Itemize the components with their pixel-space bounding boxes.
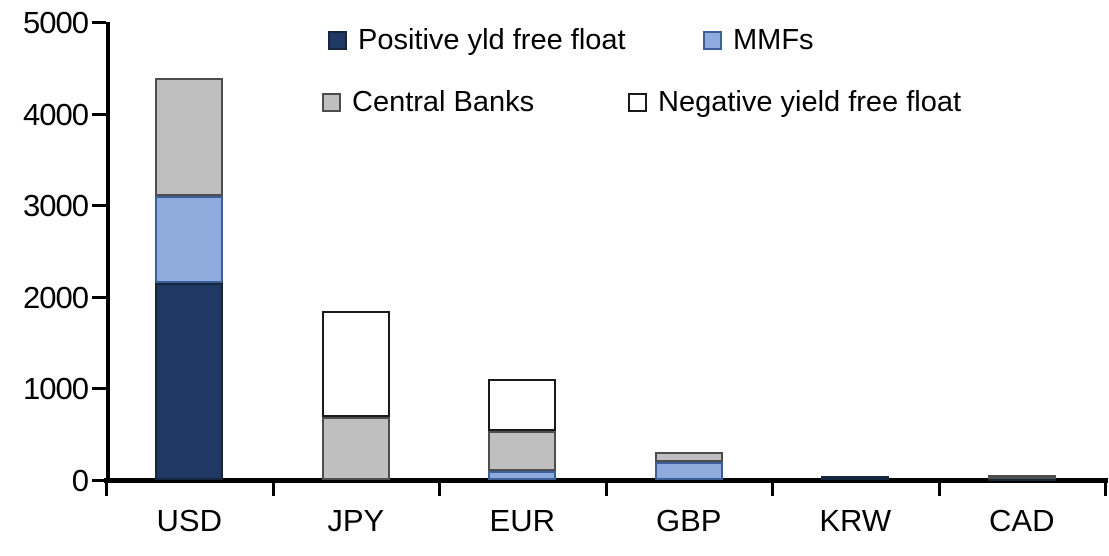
bar-segment-usd-positive-yld-free-float <box>155 283 224 480</box>
category-label-eur: EUR <box>489 503 555 538</box>
y-axis-tick <box>92 112 106 116</box>
legend-swatch-negative-icon <box>628 92 647 112</box>
y-axis-tick-label: 0 <box>71 463 89 498</box>
legend-item-central-banks: Central Banks <box>322 85 535 118</box>
category-label-cad: CAD <box>989 503 1055 538</box>
bar-segment-usd-mmfs <box>155 196 224 284</box>
bar-segment-cad-central-banks <box>987 474 1056 479</box>
bar-segment-usd-central-banks <box>155 77 224 197</box>
bar-segment-gbp-central-banks <box>654 451 723 462</box>
y-axis-tick <box>92 204 106 208</box>
x-axis-tick <box>771 478 774 496</box>
legend-item-mmfs: MMFs <box>703 23 814 56</box>
bar-segment-krw-positive-yld-free-float <box>821 476 890 481</box>
legend-label: Central Banks <box>352 85 535 118</box>
legend-label: MMFs <box>733 23 814 56</box>
x-axis-tick <box>937 478 941 496</box>
bar-segment-eur-central-banks <box>488 431 557 471</box>
category-label-krw: KRW <box>819 503 892 538</box>
bar-segment-jpy-negative-yield-free-float <box>321 311 390 417</box>
x-axis-tick <box>271 478 275 496</box>
legend-item-negative-yield-free-float: Negative yield free float <box>628 85 962 118</box>
y-axis-tick-label: 1000 <box>23 371 89 407</box>
y-axis-tick <box>92 387 106 391</box>
x-axis-tick <box>438 478 441 496</box>
legend-label: Negative yield free float <box>658 85 962 118</box>
bar-segment-eur-mmfs <box>488 470 557 480</box>
x-axis-tick <box>1104 478 1107 496</box>
y-axis-tick-label: 5000 <box>23 5 89 40</box>
category-label-gbp: GBP <box>656 503 722 538</box>
bar-segment-gbp-mmfs <box>654 461 723 480</box>
legend-item-positive-yld-free-float: Positive yld free float <box>328 23 626 56</box>
category-label-usd: USD <box>156 503 222 538</box>
x-axis-tick <box>105 478 108 496</box>
y-axis-tick-label: 4000 <box>23 96 89 132</box>
category-label-jpy: JPY <box>327 503 385 538</box>
y-axis-tick-label: 3000 <box>23 188 89 224</box>
legend-swatch-central-banks-icon <box>322 92 341 112</box>
y-axis-tick <box>92 295 106 299</box>
bar-segment-eur-negative-yield-free-float <box>488 379 557 432</box>
y-axis-tick <box>92 479 106 482</box>
y-axis-tick-label: 2000 <box>23 279 89 315</box>
legend-swatch-mmfs-icon <box>703 30 722 50</box>
y-axis-tick <box>92 21 106 24</box>
bar-segment-jpy-central-banks <box>321 416 390 480</box>
legend-label: Positive yld free float <box>358 23 626 56</box>
legend-swatch-positive-icon <box>328 30 347 50</box>
y-axis <box>106 22 110 483</box>
x-axis-tick <box>604 478 608 496</box>
